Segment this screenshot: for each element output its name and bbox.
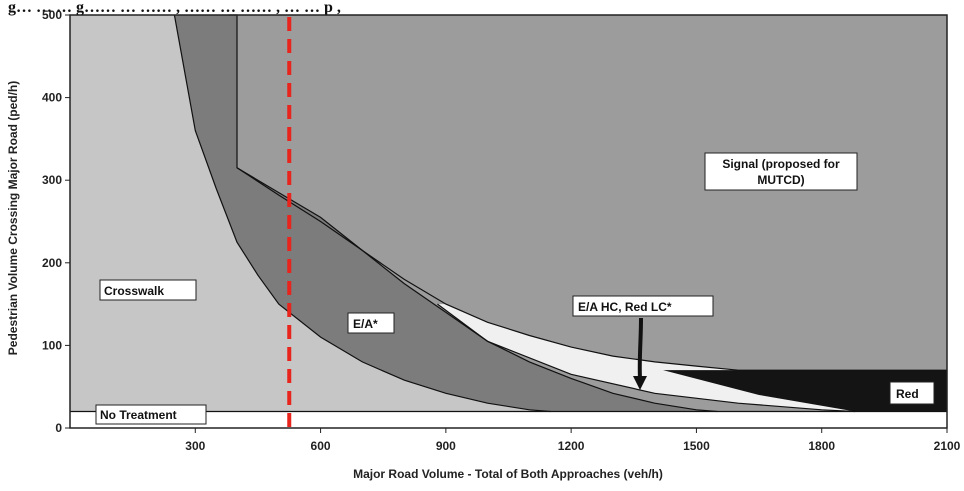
x-tick-label: 1800 <box>808 439 835 453</box>
x-axis-title: Major Road Volume - Total of Both Approa… <box>353 467 663 481</box>
y-tick-label: 300 <box>42 173 62 187</box>
pointer-arrow <box>633 317 647 390</box>
x-tick-label: 1500 <box>683 439 710 453</box>
y-tick-label: 200 <box>42 256 62 270</box>
label-red: Red <box>889 381 935 405</box>
label-crosswalk-text: Crosswalk <box>104 284 164 298</box>
label-no-treatment: No Treatment <box>95 404 207 425</box>
label-ea-hc-text: E/A HC, Red LC* <box>578 300 672 314</box>
plot-frame <box>69 14 948 429</box>
y-tick-label: 500 <box>42 8 62 22</box>
plot-area <box>69 14 948 429</box>
y-axis-title: Pedestrian Volume Crossing Major Road (p… <box>6 81 20 355</box>
region-ea <box>174 15 718 412</box>
boundary-hc <box>437 303 856 413</box>
label-signal-line2: MUTCD) <box>757 173 804 187</box>
label-no-treatment-text: No Treatment <box>100 408 177 422</box>
figure-caption: g… … … g…… … …… , …… … …… , … … p , <box>8 0 341 16</box>
boundary-crosswalk <box>173 14 551 413</box>
x-tick-label: 2100 <box>934 439 961 453</box>
y-tick-label: 0 <box>55 421 62 435</box>
x-tick-label: 900 <box>436 439 456 453</box>
label-signal: Signal (proposed for MUTCD) <box>704 152 858 191</box>
y-axis: 0 100 200 300 400 500 <box>42 8 70 435</box>
x-tick-label: 1200 <box>558 439 585 453</box>
y-tick-label: 400 <box>42 91 62 105</box>
label-ea-hc: E/A HC, Red LC* <box>572 295 714 317</box>
label-signal-line1: Signal (proposed for <box>722 157 840 171</box>
x-axis: 300 600 900 1200 1500 1800 2100 <box>185 428 961 453</box>
x-tick-label: 300 <box>185 439 205 453</box>
label-ea-text: E/A* <box>353 317 378 331</box>
x-tick-label: 600 <box>311 439 331 453</box>
region-crosswalk <box>70 15 551 412</box>
boundary-signal <box>236 167 947 371</box>
label-ea: E/A* <box>347 312 395 334</box>
label-crosswalk: Crosswalk <box>99 279 197 301</box>
region-red <box>663 370 947 412</box>
label-red-text: Red <box>896 387 919 401</box>
boundary-ea <box>228 14 718 413</box>
y-tick-label: 100 <box>42 338 62 352</box>
